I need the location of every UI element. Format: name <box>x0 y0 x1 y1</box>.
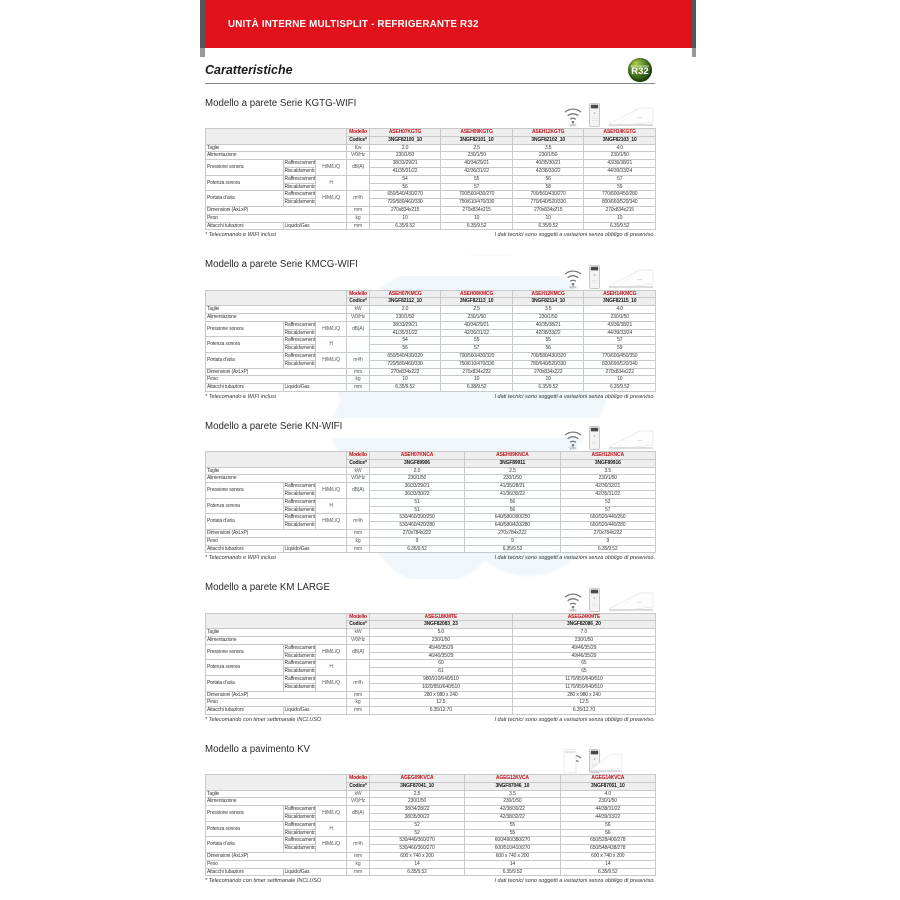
svg-text:WIFI: WIFI <box>570 608 577 612</box>
svg-text:WIFI: WIFI <box>570 285 577 289</box>
svg-text:WIFI: WIFI <box>570 124 577 128</box>
svg-text:WIFI: WIFI <box>570 447 577 451</box>
